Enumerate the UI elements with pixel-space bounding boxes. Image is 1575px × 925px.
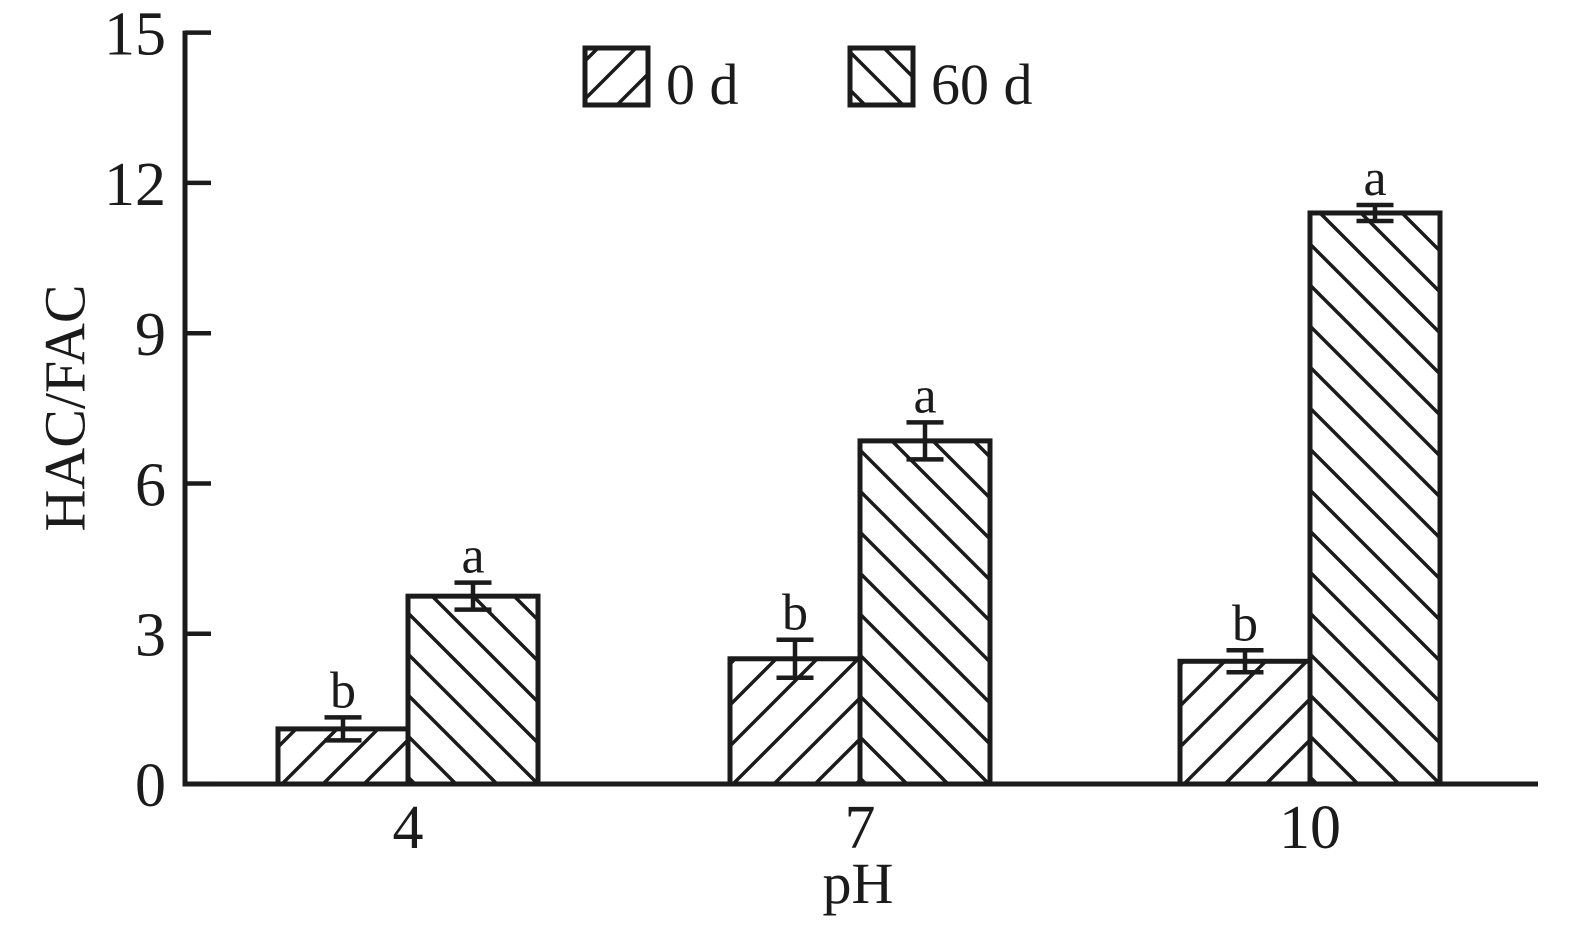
y-tick-label: 0 (135, 752, 166, 820)
legend-swatch-60d (847, 45, 916, 108)
error-bar (454, 580, 492, 612)
x-axis-title: pH (823, 851, 894, 916)
bar-60d-ph10 (1307, 210, 1443, 787)
bar-60d-ph7 (857, 438, 993, 787)
error-bar (776, 637, 814, 681)
y-tick-label: 3 (135, 602, 166, 670)
significance-letter: b (1232, 595, 1258, 652)
legend-swatch-0d (582, 45, 651, 108)
y-tick-label: 12 (104, 151, 166, 219)
x-tick-label: 7 (845, 794, 876, 862)
y-tick-label: 6 (135, 451, 166, 519)
significance-letter: b (782, 585, 808, 642)
error-bar (324, 715, 362, 743)
bar-60d-ph4 (405, 593, 541, 787)
error-bar (906, 420, 944, 462)
significance-letter: a (461, 528, 484, 585)
significance-letter: b (330, 662, 356, 719)
y-tick-label: 9 (135, 301, 166, 369)
legend-label-0d: 0 d (666, 52, 739, 117)
error-bar (1356, 202, 1394, 224)
x-tick-label: 4 (393, 794, 424, 862)
significance-letter: a (913, 367, 936, 424)
error-bar (1226, 648, 1264, 675)
significance-letter: a (1363, 150, 1386, 207)
bar-0d-ph10 (1177, 658, 1313, 787)
y-tick-label: 15 (104, 1, 166, 69)
legend-label-60d: 60 d (931, 52, 1033, 117)
y-axis-title: HAC/FAC (32, 284, 97, 531)
x-tick-label: 10 (1279, 794, 1341, 862)
